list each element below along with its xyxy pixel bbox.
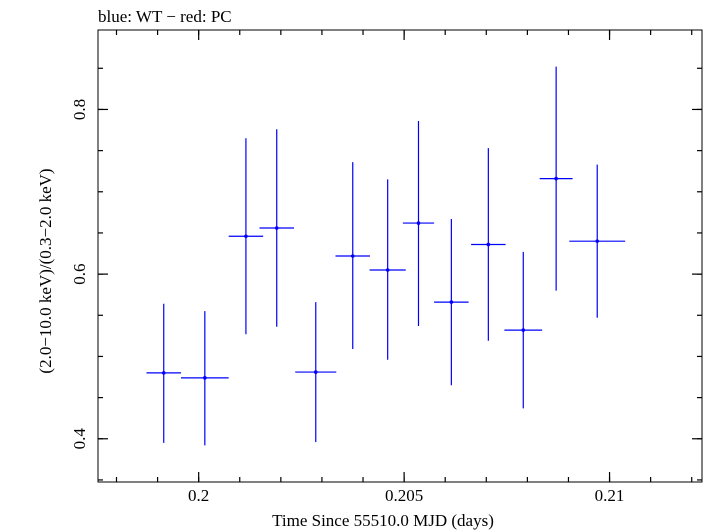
plot-frame xyxy=(97,29,703,483)
x-tick-label: 0.205 xyxy=(385,486,423,505)
chart-title: blue: WT − red: PC xyxy=(98,7,232,26)
y-tick-label: 0.4 xyxy=(70,428,89,450)
data-point xyxy=(471,148,506,341)
data-point xyxy=(228,138,264,335)
x-tick-label: 0.21 xyxy=(595,486,625,505)
y-axis-label: (2.0−10.0 keV)/(0.3−2.0 keV) xyxy=(36,168,55,373)
point-marker xyxy=(350,254,355,258)
y-tick-label: 0.6 xyxy=(70,263,89,284)
point-marker xyxy=(416,221,421,225)
data-point xyxy=(295,302,337,443)
data-point xyxy=(569,164,626,318)
data-series xyxy=(146,66,626,446)
y-tick-label: 0.8 xyxy=(70,99,89,120)
point-marker xyxy=(203,376,207,380)
data-point xyxy=(335,162,371,350)
point-marker xyxy=(521,328,526,332)
point-marker xyxy=(449,300,454,304)
data-point xyxy=(369,179,406,360)
axis-ticks: 0.2 0.205 0.21 0.4 0.6 0.8 xyxy=(70,30,702,505)
point-marker xyxy=(486,242,491,247)
data-point xyxy=(402,120,435,326)
point-marker xyxy=(244,234,248,239)
data-point xyxy=(539,66,573,291)
data-point xyxy=(434,218,469,386)
x-axis-label: Time Since 55510.0 MJD (days) xyxy=(272,511,494,530)
data-point xyxy=(259,129,294,327)
point-marker xyxy=(161,371,166,375)
x-tick-label: 0.2 xyxy=(188,486,209,505)
point-marker xyxy=(385,268,390,272)
data-point xyxy=(146,303,181,443)
point-marker xyxy=(274,226,279,230)
data-point xyxy=(504,251,543,409)
point-marker xyxy=(313,370,318,374)
point-marker xyxy=(554,176,558,181)
point-marker xyxy=(595,239,600,243)
data-point xyxy=(180,311,229,446)
